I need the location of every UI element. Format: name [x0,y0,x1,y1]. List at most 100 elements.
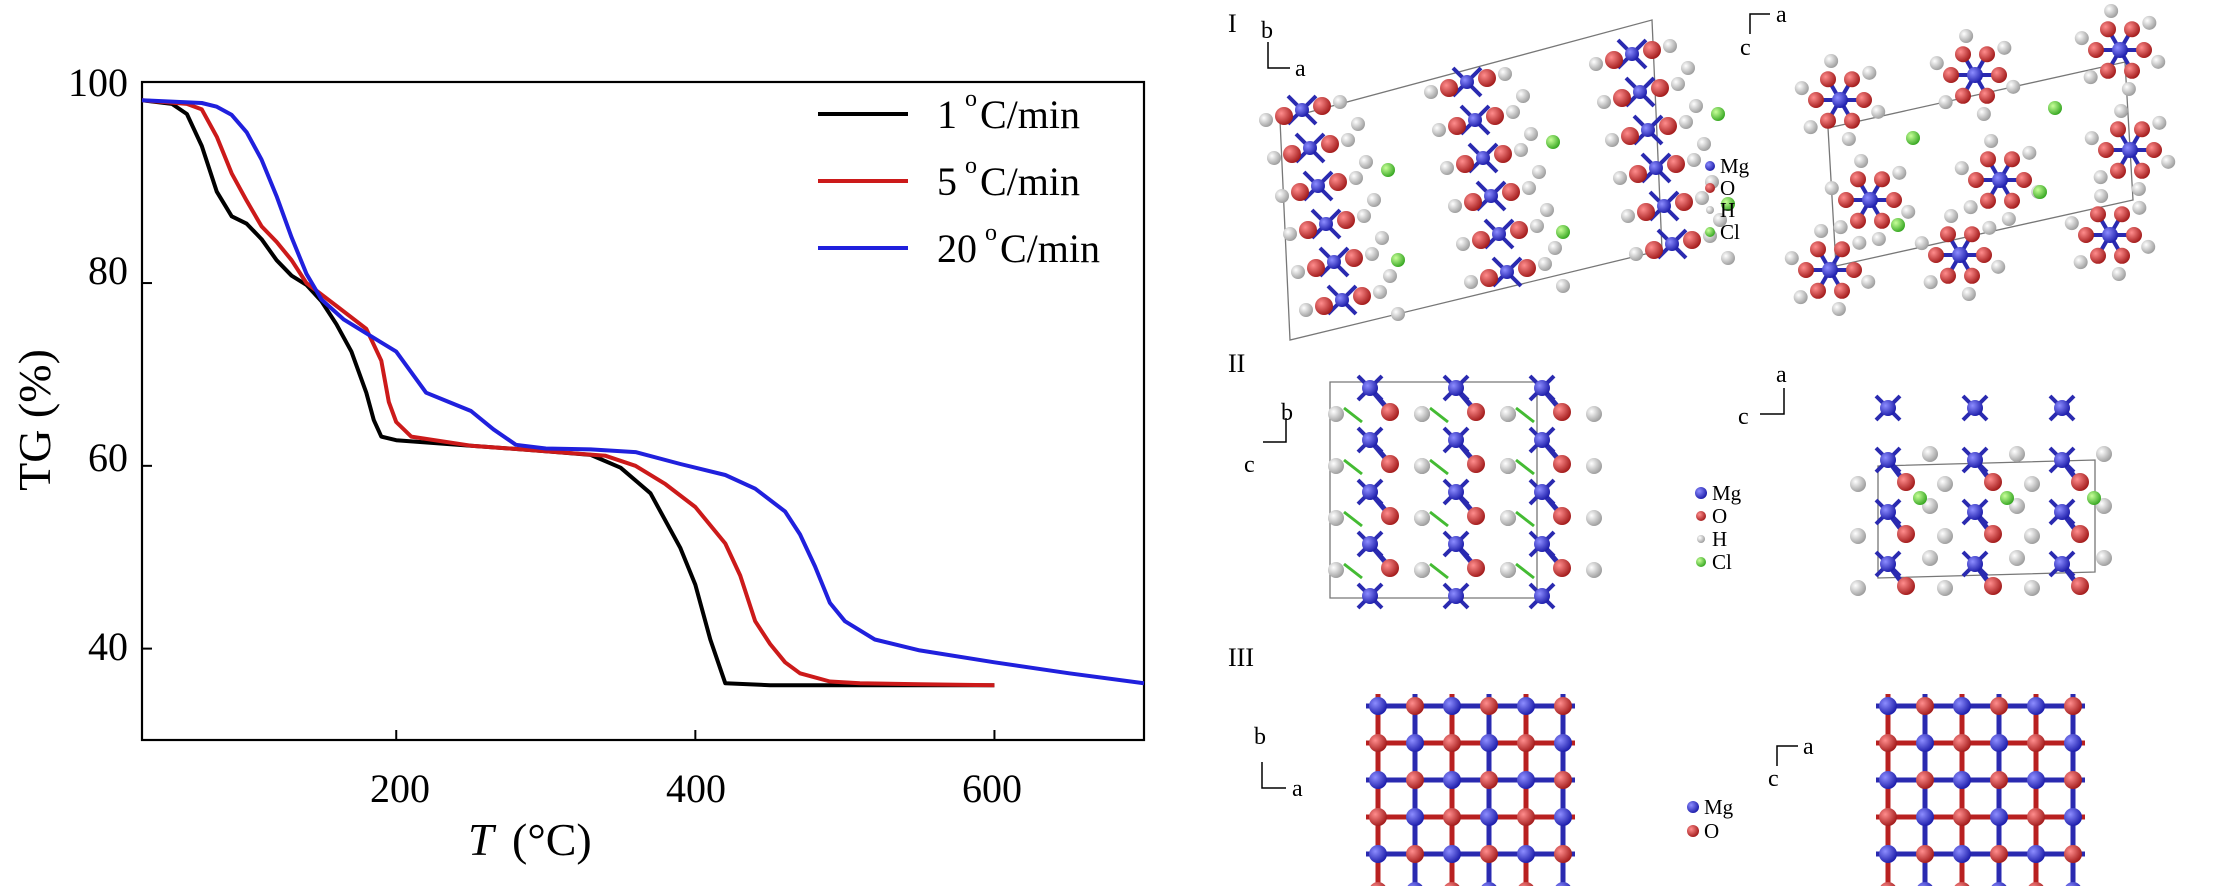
axis-indicator: b a [1261,18,1306,82]
atom-h [2161,154,2176,169]
atom-mg [1369,771,1387,789]
atom-h [2024,476,2040,492]
atom-h [1275,189,1289,203]
atom-o [1517,808,1535,826]
atom-h [1922,550,1938,566]
atom-o [2071,473,2089,491]
atom-h [1500,458,1516,474]
atom-o [1406,771,1424,789]
atom-mg [1517,697,1535,715]
atom-h [2141,239,2156,254]
atom-mg [1657,199,1671,213]
atom-o [1494,145,1512,163]
atom-o [1879,734,1897,752]
atom-h [1328,458,1344,474]
atom-o [1940,267,1956,284]
atom-o [1990,771,2008,789]
axis-letter-a: a [1776,362,1787,388]
atom-mg [2112,42,2128,58]
atom-h [1695,191,1709,205]
atom-o [2100,21,2116,38]
axis-indicator: b a [1254,724,1303,802]
atom-h [1713,213,1727,227]
bond [1343,510,1363,528]
atom-o [1980,192,1996,209]
atom-h [1548,241,1562,255]
y-tick-label: 80 [88,248,128,293]
axis-letter-b: b [1261,18,1273,44]
atom-o [1940,226,1956,243]
bond [1343,406,1363,424]
atom-o [1621,127,1639,145]
atom-mg [1534,536,1550,552]
atom-h [1850,476,1866,492]
atom-o [2134,121,2150,138]
atom-mg [1335,293,1349,307]
atom-mg [2102,227,2118,243]
atom-mg [2054,556,2070,572]
atom-o [1472,231,1490,249]
atom-mg [1822,262,1838,278]
atom-mg [1633,85,1647,99]
atom-cl [1546,135,1560,149]
atom-cl [2000,491,2014,505]
atom-o [1856,92,1872,108]
atom-mg [1448,536,1464,552]
atom-mg [1406,808,1424,826]
atom-o [2124,21,2140,38]
atom-o [1553,507,1571,525]
unit-cell [1877,459,2096,579]
atom-o [2090,247,2106,264]
atom-h [1586,510,1602,526]
atom-o [1820,112,1836,129]
atom-h [2022,145,2037,160]
atom-h [1841,132,1856,147]
atom-mg [1916,808,1934,826]
axis-letter-b: b [1281,400,1293,426]
atom-o [2078,227,2094,243]
atom-mg [1369,845,1387,863]
atom-h [1613,171,1627,185]
atom-h [2074,31,2089,46]
atom-h [1922,446,1938,462]
atom-o [1834,241,1850,258]
atom-mg [1916,734,1934,752]
plot-frame [140,80,1146,742]
atom-mg [1625,47,1639,61]
crystal-structure-III-view2 [1876,694,2085,886]
atom-h [1375,231,1389,245]
bond [1515,562,1535,580]
atom-h [2104,3,2119,18]
atom-o [1517,734,1535,752]
atom-h [1871,232,1886,247]
atom-mg [2064,808,2082,826]
atom-mg [2027,771,2045,789]
atom-o [1954,882,1970,886]
atom-cl [2048,101,2062,115]
atom-mg [1554,808,1572,826]
atom-h [2093,170,2108,185]
atom-mg [2065,882,2081,886]
atom-mg [1879,771,1897,789]
atom-h [1814,223,1829,238]
bond [1429,562,1449,580]
atom-cl [1391,253,1405,267]
atom-h [1448,199,1462,213]
atom-o [2064,697,2082,715]
atom-h [1861,274,1876,289]
atom-o [1518,882,1534,886]
atom-o [1964,267,1980,284]
atom-h [1283,227,1297,241]
atom-mg [1311,179,1325,193]
atom-o [1313,97,1331,115]
atom-o [1510,221,1528,239]
atom-h [2064,216,2079,231]
atom-cl [2087,491,2101,505]
atom-o [1916,771,1934,789]
atom-mg [1492,227,1506,241]
atom-h [1414,510,1430,526]
y-tick-label: 60 [88,435,128,480]
atom-o [1275,107,1293,125]
atom-o [1683,231,1701,249]
